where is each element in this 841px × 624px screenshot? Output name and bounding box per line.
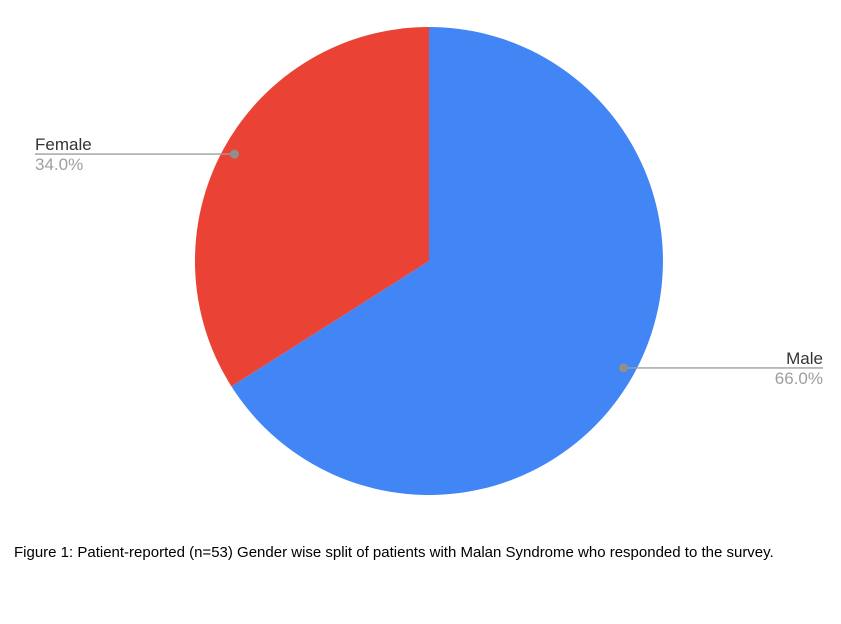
pie-slices: [194, 26, 663, 495]
pie-chart: Female 34.0% Male 66.0%: [35, 26, 823, 495]
male-slice-label: Male: [786, 349, 823, 368]
slice-labels: Female 34.0% Male 66.0%: [35, 135, 823, 388]
pie-slice-female: [194, 26, 429, 387]
female-slice-label: Female: [35, 135, 92, 154]
figure-caption: Figure 1: Patient-reported (n=53) Gender…: [14, 544, 774, 561]
male-slice-percent: 66.0%: [775, 369, 823, 388]
leader-dot-male: [619, 363, 628, 373]
leader-dot-female: [230, 149, 239, 159]
female-slice-percent: 34.0%: [35, 155, 83, 174]
label-callouts: [35, 149, 823, 373]
pie-slice-male: [231, 27, 663, 495]
